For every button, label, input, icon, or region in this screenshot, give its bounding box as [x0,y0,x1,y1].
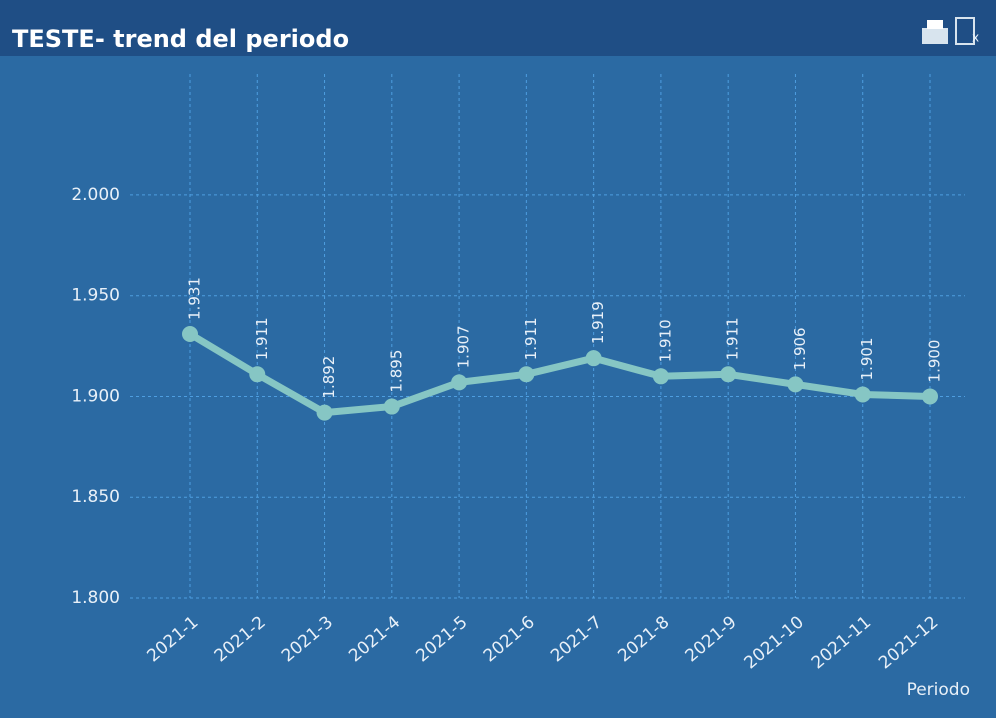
print-icon-body[interactable] [922,28,948,44]
export-icon[interactable]: x [955,17,979,45]
y-tick-label: 1.800 [71,588,120,608]
data-label: 1.931 [186,277,204,320]
point [182,325,198,342]
y-tick-label: 1.850 [71,487,120,507]
title-bar [0,0,996,56]
y-tick-label: 1.900 [71,386,120,406]
data-label: 1.911 [522,317,540,360]
y-tick-label: 1.950 [71,286,120,306]
point [316,404,333,421]
data-label: 1.895 [387,350,405,393]
chart-title: TESTE- trend del periodo [12,25,349,53]
point [383,398,400,415]
data-label: 1.906 [791,327,809,370]
data-label: 1.911 [724,317,742,360]
data-label: 1.919 [589,301,607,344]
point [652,368,669,385]
point [922,388,938,405]
print-icon-paper[interactable] [927,20,943,29]
data-label: 1.907 [455,325,473,368]
point [854,386,871,403]
data-label: 1.910 [656,319,674,362]
x-axis-label: Periodo [907,680,970,700]
point [451,374,468,391]
data-label: 1.900 [926,340,944,383]
point [585,350,602,367]
line [188,330,931,417]
y-tick-label: 2.000 [71,185,120,205]
point [518,366,535,383]
data-label: 1.901 [858,337,876,380]
data-label: 1.892 [320,356,338,399]
point [720,366,737,383]
print-icon[interactable] [922,20,948,44]
export-icon-page[interactable] [955,17,975,45]
data-label: 1.911 [253,317,271,360]
point [249,366,266,383]
point [787,376,804,393]
export-icon-x[interactable]: x [972,31,979,45]
